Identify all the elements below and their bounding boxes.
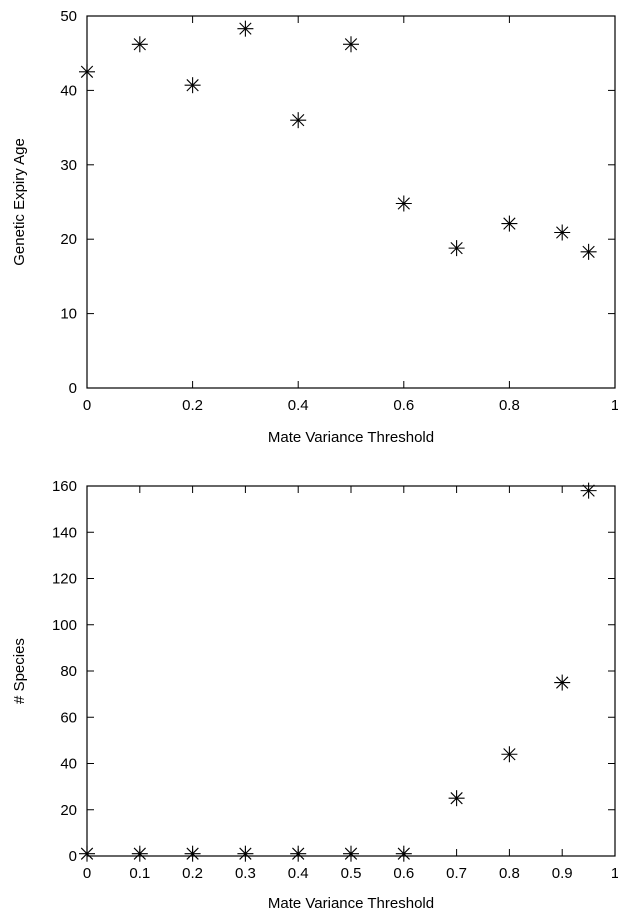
x-tick-label: 0.2 bbox=[182, 397, 203, 414]
marker-stroke bbox=[186, 79, 199, 92]
data-point bbox=[580, 243, 597, 260]
x-tick-label: 0.5 bbox=[341, 865, 362, 882]
data-point bbox=[131, 36, 148, 53]
y-tick-label: 100 bbox=[52, 617, 77, 634]
x-tick-label: 0.9 bbox=[552, 865, 573, 882]
y-tick-label: 30 bbox=[60, 157, 77, 174]
data-point bbox=[395, 845, 412, 862]
marker-stroke bbox=[344, 847, 358, 860]
marker-stroke bbox=[344, 38, 358, 51]
marker-stroke bbox=[80, 65, 94, 78]
data-point bbox=[237, 20, 254, 37]
y-tick-label: 20 bbox=[60, 802, 77, 819]
marker-stroke bbox=[397, 197, 410, 210]
x-tick-label: 0 bbox=[83, 397, 91, 414]
data-point bbox=[448, 790, 465, 807]
marker-stroke bbox=[292, 114, 305, 127]
marker-stroke bbox=[133, 38, 146, 51]
data-point bbox=[554, 224, 571, 241]
x-tick-label: 0.6 bbox=[393, 397, 414, 414]
data-point bbox=[448, 240, 465, 257]
y-tick-label: 0 bbox=[69, 380, 77, 397]
data-point bbox=[131, 845, 148, 862]
marker-stroke bbox=[450, 241, 463, 255]
y-axis-label: # Species bbox=[11, 638, 28, 704]
marker-stroke bbox=[503, 748, 516, 761]
data-point bbox=[290, 112, 307, 129]
data-point bbox=[554, 674, 571, 691]
x-tick-label: 0.7 bbox=[446, 865, 467, 882]
data-point bbox=[184, 845, 201, 862]
x-tick-label: 0.8 bbox=[499, 865, 520, 882]
x-tick-label: 0 bbox=[83, 865, 91, 882]
marker-stroke bbox=[397, 847, 410, 860]
x-axis-label: Mate Variance Threshold bbox=[268, 895, 434, 912]
y-tick-label: 0 bbox=[69, 848, 77, 865]
y-tick-label: 40 bbox=[60, 756, 77, 773]
chart-bottom: 0 0.1 0.2 0.3 0.4 0.5 0.6 0.7 0.8 0.9 1 0 20 40 60 80 10… bbox=[11, 478, 618, 912]
marker-stroke bbox=[503, 217, 516, 230]
y-axis-label: Genetic Expiry Age bbox=[11, 138, 28, 266]
x-tick-label: 0.4 bbox=[288, 865, 309, 882]
data-point bbox=[79, 63, 95, 80]
plot-frame bbox=[86, 485, 616, 857]
x-axis-label: Mate Variance Threshold bbox=[268, 429, 434, 446]
y-tick-label: 160 bbox=[52, 478, 77, 495]
data-point bbox=[79, 845, 95, 862]
x-tick-label: 0.1 bbox=[129, 865, 150, 882]
y-tick-label: 140 bbox=[52, 524, 77, 541]
marker-stroke bbox=[133, 847, 146, 860]
y-tick-label: 20 bbox=[60, 231, 77, 248]
x-tick-label: 0.6 bbox=[393, 865, 414, 882]
y-tick-label: 50 bbox=[60, 8, 77, 25]
marker-stroke bbox=[582, 484, 595, 497]
y-tick-label: 80 bbox=[60, 663, 77, 680]
x-tick-label: 0.4 bbox=[288, 397, 309, 414]
data-point bbox=[290, 845, 307, 862]
x-tick-label: 0.2 bbox=[182, 865, 203, 882]
x-tick-label: 0.8 bbox=[499, 397, 520, 414]
y-tick-label: 10 bbox=[60, 306, 77, 323]
data-point bbox=[395, 195, 412, 212]
data-point bbox=[343, 36, 359, 53]
x-tick-label: 1 bbox=[611, 865, 618, 882]
marker-stroke bbox=[80, 847, 94, 860]
marker-stroke bbox=[556, 676, 569, 689]
marker-stroke bbox=[239, 22, 252, 35]
data-point bbox=[184, 77, 201, 94]
y-tick-label: 40 bbox=[60, 82, 77, 99]
marker-stroke bbox=[582, 245, 595, 258]
x-tick-label: 1 bbox=[611, 397, 618, 414]
marker-stroke bbox=[450, 792, 463, 805]
data-point bbox=[343, 845, 359, 862]
marker-stroke bbox=[556, 226, 569, 239]
marker-stroke bbox=[186, 847, 199, 860]
data-point bbox=[501, 215, 518, 232]
marker-stroke bbox=[239, 847, 252, 860]
data-point bbox=[580, 482, 597, 499]
data-point bbox=[501, 746, 518, 763]
x-tick-label: 0.3 bbox=[235, 865, 256, 882]
data-point bbox=[237, 845, 254, 862]
y-tick-label: 60 bbox=[60, 709, 77, 726]
y-tick-label: 120 bbox=[52, 571, 77, 588]
plot-frame bbox=[86, 15, 616, 389]
marker-stroke bbox=[292, 847, 305, 860]
